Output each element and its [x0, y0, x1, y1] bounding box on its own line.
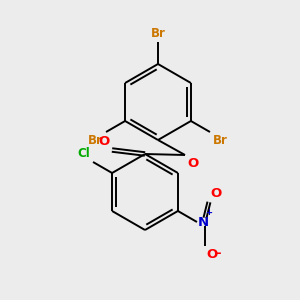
- Text: Br: Br: [88, 134, 103, 147]
- Text: Br: Br: [213, 134, 228, 147]
- Text: O: O: [206, 248, 217, 261]
- Text: Cl: Cl: [77, 147, 90, 160]
- Text: +: +: [206, 208, 212, 217]
- Text: Br: Br: [151, 27, 165, 40]
- Text: N: N: [198, 215, 209, 229]
- Text: -: -: [215, 247, 220, 260]
- Text: O: O: [210, 187, 221, 200]
- Text: O: O: [99, 135, 110, 148]
- Text: O: O: [187, 157, 198, 170]
